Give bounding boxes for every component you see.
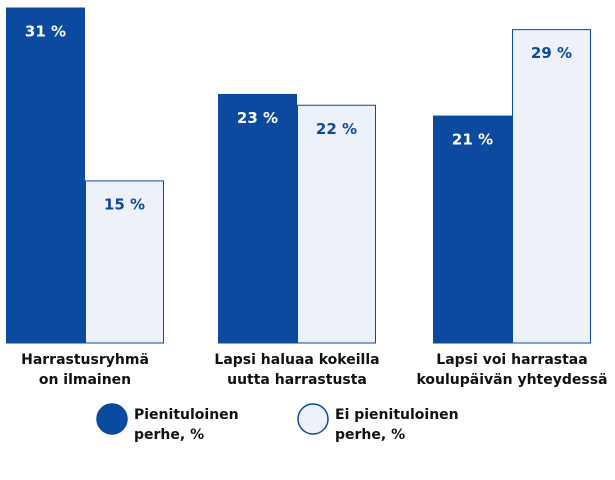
legend-label: Ei pienituloinen perhe, % <box>335 407 459 443</box>
bar <box>218 93 297 344</box>
value-label: 23 % <box>237 109 278 127</box>
bar <box>6 7 85 344</box>
bar <box>85 180 164 344</box>
value-label: 31 % <box>25 23 66 41</box>
category-label: Lapsi haluaa kokeilla uutta harrastusta <box>214 352 380 388</box>
bar <box>297 104 376 344</box>
legend-label: Pienituloinen perhe, % <box>134 407 239 443</box>
legend-marker <box>96 403 128 435</box>
value-label: 29 % <box>531 44 572 62</box>
value-label: 21 % <box>452 131 493 149</box>
bar <box>433 115 512 344</box>
bar <box>512 29 591 344</box>
category-label: Harrastusryhmä on ilmainen <box>21 352 149 388</box>
legend-marker <box>297 403 329 435</box>
value-label: 15 % <box>104 195 145 213</box>
category-label: Lapsi voi harrastaa koulupäivän yhteydes… <box>416 352 608 388</box>
value-label: 22 % <box>316 120 357 138</box>
